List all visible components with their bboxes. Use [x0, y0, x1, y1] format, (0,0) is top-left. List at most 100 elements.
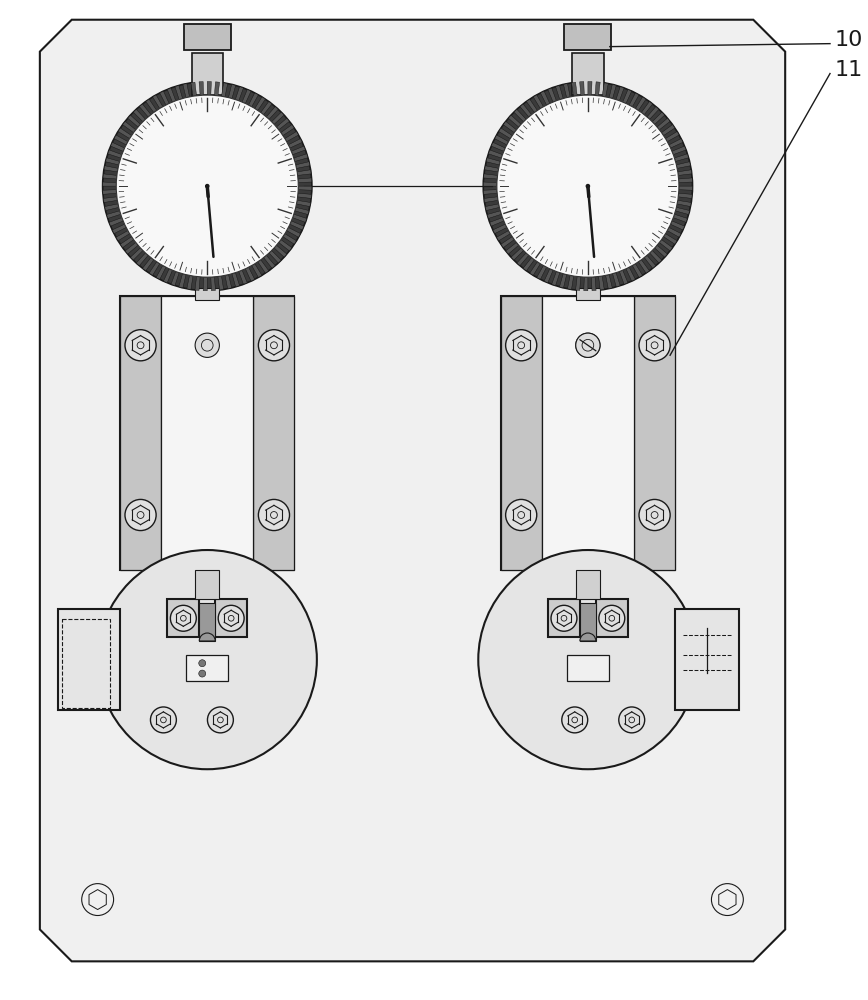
- Polygon shape: [269, 250, 281, 263]
- Polygon shape: [187, 275, 193, 289]
- Polygon shape: [529, 262, 540, 275]
- Polygon shape: [633, 264, 642, 277]
- Polygon shape: [106, 158, 120, 165]
- Polygon shape: [179, 274, 186, 288]
- Polygon shape: [679, 186, 693, 190]
- Polygon shape: [107, 211, 121, 218]
- Polygon shape: [599, 276, 604, 290]
- Polygon shape: [239, 270, 247, 284]
- Bar: [184, 24, 231, 50]
- Polygon shape: [264, 255, 275, 268]
- Polygon shape: [122, 121, 135, 133]
- Polygon shape: [104, 166, 118, 172]
- Bar: [192, 53, 223, 95]
- Polygon shape: [678, 170, 692, 175]
- Polygon shape: [575, 277, 581, 290]
- Polygon shape: [218, 276, 224, 290]
- Circle shape: [483, 82, 693, 291]
- Polygon shape: [552, 272, 560, 286]
- Circle shape: [619, 707, 645, 733]
- Polygon shape: [183, 84, 189, 98]
- Bar: [564, 24, 611, 50]
- Polygon shape: [613, 273, 621, 287]
- Polygon shape: [548, 88, 556, 102]
- Bar: [580, 603, 595, 641]
- Polygon shape: [622, 89, 632, 103]
- Circle shape: [150, 707, 176, 733]
- Polygon shape: [168, 88, 175, 102]
- Polygon shape: [102, 182, 116, 186]
- Polygon shape: [571, 82, 577, 96]
- Bar: [635, 296, 675, 570]
- Circle shape: [506, 330, 536, 361]
- Bar: [200, 603, 215, 641]
- Polygon shape: [484, 197, 498, 202]
- Polygon shape: [520, 104, 531, 117]
- Polygon shape: [523, 258, 535, 271]
- Circle shape: [575, 333, 600, 357]
- Polygon shape: [285, 131, 299, 142]
- Polygon shape: [288, 139, 302, 148]
- Polygon shape: [171, 272, 179, 286]
- Polygon shape: [232, 273, 240, 287]
- Polygon shape: [568, 275, 574, 289]
- Polygon shape: [514, 109, 526, 122]
- Polygon shape: [130, 248, 143, 260]
- Polygon shape: [191, 82, 196, 96]
- Circle shape: [575, 333, 600, 357]
- Polygon shape: [128, 115, 141, 127]
- Polygon shape: [506, 242, 519, 254]
- Polygon shape: [163, 269, 173, 283]
- Polygon shape: [297, 200, 311, 207]
- Polygon shape: [248, 93, 259, 107]
- Polygon shape: [118, 128, 132, 139]
- Polygon shape: [616, 87, 624, 101]
- Polygon shape: [246, 267, 254, 281]
- Polygon shape: [483, 182, 497, 186]
- Polygon shape: [255, 97, 266, 110]
- Polygon shape: [496, 231, 510, 241]
- Polygon shape: [501, 237, 514, 248]
- Polygon shape: [299, 186, 312, 190]
- Polygon shape: [675, 207, 689, 215]
- Polygon shape: [283, 234, 297, 244]
- Polygon shape: [109, 218, 123, 226]
- Circle shape: [506, 499, 536, 531]
- Polygon shape: [667, 227, 681, 237]
- Wedge shape: [580, 633, 595, 641]
- Bar: [675, 609, 739, 710]
- Polygon shape: [103, 174, 117, 179]
- Polygon shape: [511, 248, 523, 260]
- Polygon shape: [199, 82, 204, 95]
- Polygon shape: [235, 87, 243, 101]
- Circle shape: [116, 95, 299, 277]
- Polygon shape: [146, 99, 157, 112]
- Polygon shape: [609, 84, 616, 99]
- Polygon shape: [654, 245, 667, 257]
- Polygon shape: [272, 112, 284, 124]
- Polygon shape: [266, 107, 279, 119]
- Polygon shape: [242, 89, 251, 103]
- Bar: [567, 655, 608, 681]
- Polygon shape: [195, 277, 201, 290]
- Polygon shape: [483, 174, 497, 179]
- Bar: [168, 599, 200, 637]
- Bar: [542, 296, 635, 570]
- Circle shape: [218, 605, 244, 631]
- Polygon shape: [112, 224, 126, 234]
- Polygon shape: [669, 139, 683, 148]
- Polygon shape: [647, 107, 659, 119]
- Polygon shape: [626, 267, 635, 281]
- Polygon shape: [225, 275, 232, 289]
- Polygon shape: [660, 240, 673, 251]
- Bar: [195, 570, 220, 599]
- Polygon shape: [203, 277, 207, 291]
- Circle shape: [259, 499, 290, 531]
- Polygon shape: [652, 112, 665, 124]
- Circle shape: [259, 330, 290, 361]
- Bar: [548, 599, 580, 637]
- Polygon shape: [294, 154, 308, 161]
- Polygon shape: [503, 121, 516, 133]
- Bar: [576, 570, 600, 599]
- Polygon shape: [499, 128, 512, 139]
